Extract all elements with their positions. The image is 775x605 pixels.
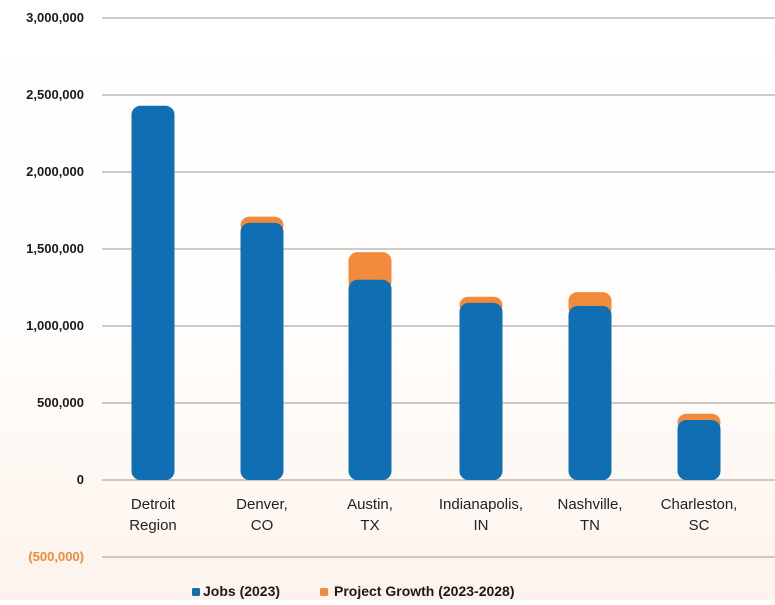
- x-category-label: Charleston,: [661, 496, 738, 513]
- bars: [131, 105, 721, 480]
- y-tick-label: 500,000: [37, 395, 84, 410]
- x-category-label: Austin,: [347, 496, 393, 513]
- legend-label: Jobs (2023): [203, 583, 280, 599]
- legend-label: Project Growth (2023-2028): [334, 583, 515, 599]
- gridlines: [102, 17, 775, 558]
- bar-jobs: [131, 105, 175, 480]
- legend: Jobs (2023) Project Growth (2023-2028): [192, 583, 515, 599]
- bar-jobs: [348, 279, 392, 480]
- bar-jobs: [240, 222, 284, 480]
- y-tick-label: 1,500,000: [26, 241, 84, 256]
- legend-swatch: [192, 588, 200, 596]
- y-tick-label: 3,000,000: [26, 10, 84, 25]
- legend-swatch: [320, 588, 328, 596]
- x-category-label: Detroit: [131, 496, 176, 513]
- y-axis-ticks: 3,000,000 2,500,000 2,000,000 1,500,000 1,00…: [26, 10, 84, 564]
- bar-jobs: [568, 305, 612, 480]
- bar-jobs: [459, 302, 503, 480]
- x-category-label: IN: [474, 517, 489, 534]
- y-tick-label: 2,500,000: [26, 87, 84, 102]
- x-category-label: Indianapolis,: [439, 496, 523, 513]
- x-category-label: Nashville,: [557, 496, 622, 513]
- x-category-label: Denver,: [236, 496, 288, 513]
- y-tick-label: 0: [77, 472, 84, 487]
- y-tick-label: 1,000,000: [26, 318, 84, 333]
- x-category-label: SC: [689, 517, 710, 534]
- x-category-label: TX: [360, 517, 379, 534]
- x-category-label: Region: [129, 517, 177, 534]
- bar-jobs: [677, 419, 721, 480]
- x-axis-categories: Detroit Region Denver, CO Austin, TX Indianapo…: [129, 496, 737, 534]
- y-tick-label: (500,000): [28, 549, 84, 564]
- y-tick-label: 2,000,000: [26, 164, 84, 179]
- x-category-label: TN: [580, 517, 600, 534]
- x-category-label: CO: [251, 517, 274, 534]
